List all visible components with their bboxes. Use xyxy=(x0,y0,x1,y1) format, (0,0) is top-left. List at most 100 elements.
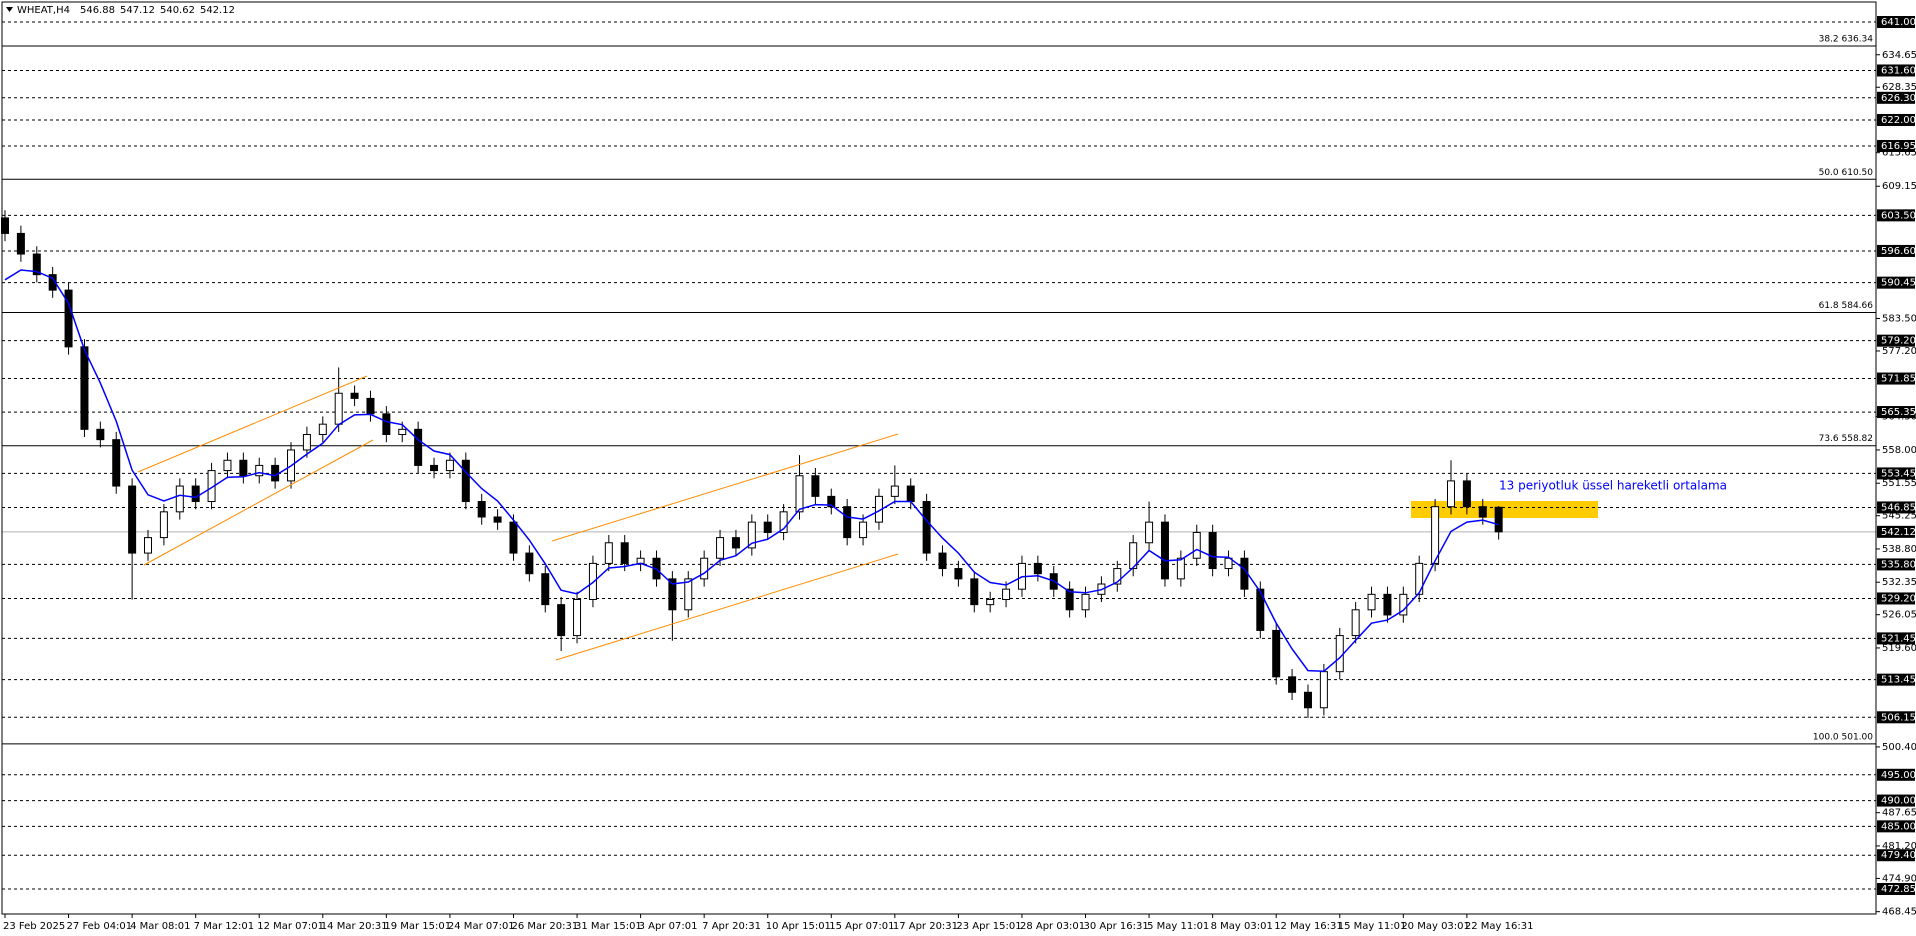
current-price-box xyxy=(1877,525,1915,538)
level-label: 472.85 xyxy=(1881,884,1916,895)
x-tick-label: 26 Mar 20:31 xyxy=(511,921,578,932)
level-label: 495.00 xyxy=(1881,770,1916,781)
candle-body xyxy=(1399,593,1408,616)
level-label-box xyxy=(1877,592,1915,605)
level-label-box xyxy=(1877,711,1915,724)
level-label-box xyxy=(1877,16,1915,29)
candle-body xyxy=(128,485,137,554)
level-label-box xyxy=(1877,849,1915,862)
x-tick-label: 15 May 11:01 xyxy=(1338,921,1407,932)
level-label: 506.15 xyxy=(1881,712,1916,723)
axes: 634.65628.35615.65609.15583.50577.20564.… xyxy=(3,16,1916,932)
y-tick-label: 634.65 xyxy=(1882,50,1916,61)
candle-body xyxy=(318,423,327,435)
candle-body xyxy=(350,392,359,399)
level-label-box xyxy=(1877,91,1915,104)
candle-body xyxy=(1129,542,1138,570)
annotation: 13 periyotluk üssel hareketli ortalama xyxy=(1499,479,1727,493)
candle-body xyxy=(827,495,836,508)
level-label: 546.85 xyxy=(1881,502,1916,513)
channel-line xyxy=(555,553,899,661)
channel-line xyxy=(143,439,374,566)
candle-body xyxy=(175,485,184,513)
level-label: 535.80 xyxy=(1881,559,1916,570)
y-tick-label: 609.15 xyxy=(1882,181,1916,192)
candle-body xyxy=(1065,588,1074,611)
level-label-box xyxy=(1877,276,1915,289)
x-tick-label: 12 Mar 07:01 xyxy=(257,921,324,932)
level-label-box xyxy=(1877,334,1915,347)
candle-body xyxy=(366,397,375,415)
candle-body xyxy=(239,459,248,477)
candle-body xyxy=(96,428,105,441)
x-tick-label: 5 May 11:01 xyxy=(1147,921,1209,932)
candle-body xyxy=(843,506,852,539)
x-tick-label: 27 Feb 04:01 xyxy=(67,921,133,932)
candle-body xyxy=(636,557,645,564)
candle-body xyxy=(573,598,582,637)
candle-body xyxy=(1176,557,1185,580)
level-label: 603.50 xyxy=(1881,210,1916,221)
x-tick-label: 7 Apr 20:31 xyxy=(702,921,761,932)
candle-body xyxy=(1367,593,1376,611)
fib-label: 100.0 501.00 xyxy=(1813,732,1873,742)
candle-body xyxy=(684,578,693,611)
candle-body xyxy=(1446,480,1455,508)
candle-body xyxy=(32,253,41,276)
y-tick-label: 628.35 xyxy=(1882,82,1916,93)
candle-body xyxy=(1192,531,1201,559)
level-label: 626.30 xyxy=(1881,93,1916,104)
x-tick-label: 23 Apr 15:01 xyxy=(956,921,1021,932)
candle-body xyxy=(1288,676,1297,693)
level-label: 565.35 xyxy=(1881,407,1916,418)
menu-triangle[interactable] xyxy=(6,7,13,12)
last-high: 547.12 xyxy=(120,5,155,16)
level-label-box xyxy=(1877,820,1915,833)
candle-body xyxy=(1462,480,1471,508)
candle-body xyxy=(398,428,407,435)
level-label: 641.00 xyxy=(1881,17,1916,28)
candle-body xyxy=(144,537,153,554)
x-tick-label: 24 Mar 07:01 xyxy=(448,921,515,932)
y-tick-label: 519.60 xyxy=(1882,643,1916,654)
candle-body xyxy=(795,475,804,513)
candle-body xyxy=(906,485,915,503)
x-tick-label: 19 Mar 15:01 xyxy=(384,921,451,932)
level-label-box xyxy=(1877,673,1915,686)
y-tick-label: 577.20 xyxy=(1882,346,1916,357)
level-label-box xyxy=(1877,406,1915,419)
level-label: 485.00 xyxy=(1881,821,1916,832)
candle-body xyxy=(525,552,534,575)
level-label: 579.20 xyxy=(1881,336,1916,347)
symbol: WHEAT,H4 xyxy=(17,5,70,16)
y-tick-label: 526.05 xyxy=(1882,610,1916,621)
candle-body xyxy=(255,464,264,477)
candle-body xyxy=(604,542,613,564)
levels: 38.2 636.34 50.0 610.50 61.8 584.66 73.6 55… xyxy=(2,21,1876,890)
candle-body xyxy=(1081,593,1090,611)
chart-title: WHEAT,H4 546.88 547.12 540.62 542.12 xyxy=(17,5,235,16)
fib-label: 73.6 558.82 xyxy=(1819,434,1873,444)
candle-body xyxy=(509,521,518,554)
candle-body xyxy=(747,521,756,549)
candle-body xyxy=(541,573,550,606)
level-label-box xyxy=(1877,558,1915,571)
candle-body xyxy=(700,557,709,580)
candle-body xyxy=(954,568,963,580)
x-tick-label: 4 Mar 08:01 xyxy=(130,921,190,932)
candle-body xyxy=(1494,506,1503,533)
y-tick-label: 487.65 xyxy=(1882,808,1916,819)
candle-body xyxy=(1431,506,1440,564)
candle-body xyxy=(80,346,89,430)
candle-body xyxy=(557,604,566,637)
candle-body xyxy=(112,439,121,487)
candle-body xyxy=(668,578,677,611)
x-tick-label: 22 May 16:31 xyxy=(1465,921,1534,932)
candle-body xyxy=(382,413,391,435)
level-label-box xyxy=(1877,244,1915,257)
ema xyxy=(4,269,1499,672)
candle-body xyxy=(1002,588,1011,600)
candle-body xyxy=(922,501,931,554)
candle-body xyxy=(1,217,9,234)
